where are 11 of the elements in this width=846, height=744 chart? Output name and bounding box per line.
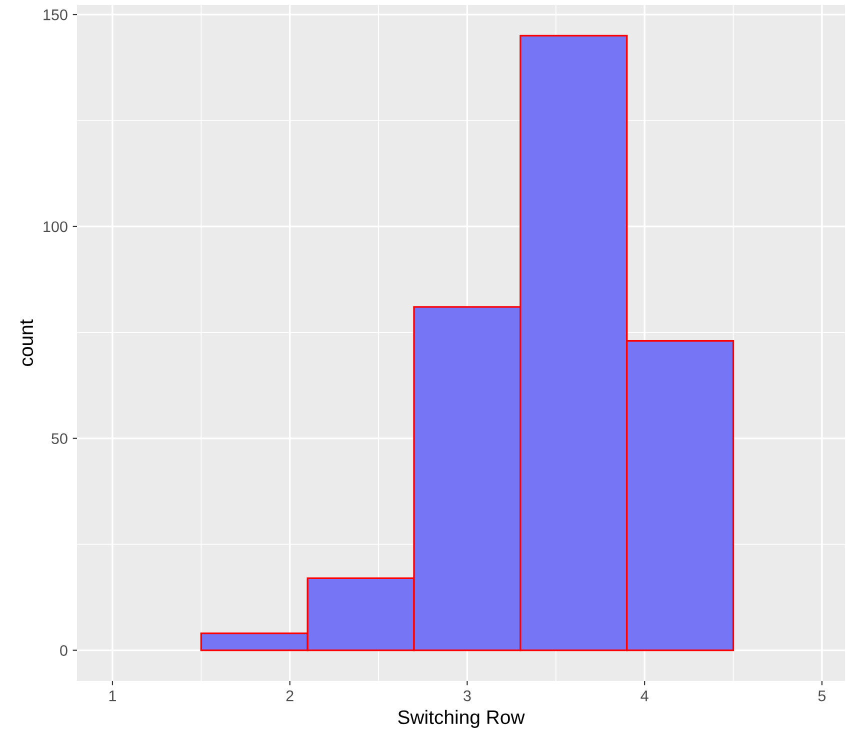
- y-tick-label: 50: [52, 433, 68, 444]
- y-tick-label: 0: [60, 645, 68, 656]
- y-tick-label: 100: [44, 221, 68, 232]
- y-tick-label: 150: [44, 9, 68, 20]
- x-tick-label: 5: [818, 690, 826, 702]
- y-axis-title: count: [20, 319, 34, 366]
- x-tick-label: 3: [464, 690, 471, 702]
- x-tick-label: 4: [640, 690, 648, 702]
- x-axis-title: Switching Row: [398, 710, 525, 728]
- x-tick-label: 1: [109, 690, 116, 702]
- x-tick-label: 2: [286, 690, 294, 702]
